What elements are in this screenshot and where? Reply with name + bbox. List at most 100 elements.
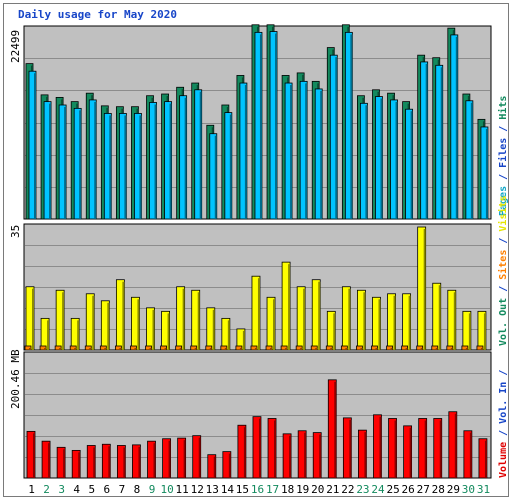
bar-files-day-3 bbox=[58, 104, 67, 220]
x-tick-label-day-8: 8 bbox=[134, 483, 141, 496]
bar-files-day-17 bbox=[269, 31, 278, 220]
bar-volume-day-19-shade bbox=[304, 432, 307, 478]
x-tick-label-day-15: 15 bbox=[236, 483, 249, 496]
bar-files-day-5-shade bbox=[94, 101, 97, 219]
bar-files-day-23 bbox=[360, 102, 368, 220]
bar-files-day-12 bbox=[194, 89, 203, 220]
bar-files-day-20 bbox=[314, 88, 323, 220]
bar-volume-day-2-shade bbox=[48, 443, 51, 478]
x-tick-label-day-17: 17 bbox=[266, 483, 279, 496]
bar-visits-day-15-shade bbox=[242, 330, 245, 350]
bar-sites-day-22 bbox=[340, 345, 348, 351]
bar-sites-day-11-shade bbox=[179, 348, 182, 350]
bar-volume-day-7-shade bbox=[123, 447, 126, 478]
bar-volume-day-8-shade bbox=[138, 446, 141, 478]
bar-volume-day-10 bbox=[162, 438, 171, 479]
bar-sites-day-7 bbox=[114, 345, 122, 351]
bar-volume-day-26 bbox=[403, 425, 413, 479]
bar-sites-day-26-shade bbox=[405, 348, 408, 350]
bar-visits-day-21-shade bbox=[333, 313, 336, 350]
x-tick-label-day-21: 21 bbox=[326, 483, 339, 496]
bar-files-day-21-shade bbox=[335, 57, 338, 219]
bar-sites-day-22-shade bbox=[345, 348, 348, 350]
bar-files-day-4-shade bbox=[79, 110, 82, 219]
bar-visits-day-16-shade bbox=[257, 278, 260, 350]
bar-sites-day-10 bbox=[160, 345, 167, 351]
bar-sites-day-4 bbox=[69, 345, 77, 351]
bar-files-day-24-shade bbox=[380, 98, 383, 219]
bar-visits-day-30-shade bbox=[468, 313, 471, 350]
bar-visits-day-12 bbox=[191, 289, 201, 351]
bar-volume-day-30 bbox=[463, 430, 473, 479]
bar-visits-day-26 bbox=[402, 293, 412, 351]
legend-vol-in: Vol. In bbox=[498, 382, 509, 424]
bar-volume-day-23 bbox=[358, 429, 367, 479]
bar-files-day-4 bbox=[73, 107, 82, 220]
bar-visits-day-20 bbox=[311, 279, 321, 351]
x-tick-label-day-22: 22 bbox=[341, 483, 354, 496]
bar-volume-day-11-shade bbox=[183, 440, 186, 478]
bar-sites-day-9-shade bbox=[149, 348, 152, 350]
bar-sites-day-30-shade bbox=[465, 348, 468, 350]
bar-volume-day-23-shade bbox=[364, 432, 367, 478]
bar-volume-day-18-shade bbox=[289, 435, 292, 478]
bar-files-day-5 bbox=[88, 99, 97, 220]
bar-files-day-24 bbox=[375, 96, 383, 220]
x-tick-label-day-20: 20 bbox=[311, 483, 324, 496]
bar-sites-day-25 bbox=[386, 345, 393, 351]
bar-files-day-19-shade bbox=[305, 83, 308, 220]
bar-visits-day-23-shade bbox=[363, 292, 366, 350]
bar-files-day-29-shade bbox=[455, 36, 458, 220]
bar-files-day-20-shade bbox=[320, 90, 323, 220]
bar-files-day-14-shade bbox=[229, 114, 232, 219]
bar-visits-day-5-shade bbox=[92, 295, 95, 350]
y-max-label-top: 22499 bbox=[9, 30, 22, 63]
bar-files-day-2 bbox=[43, 101, 52, 220]
bar-visits-day-29-shade bbox=[453, 292, 456, 350]
bar-sites-day-12 bbox=[190, 345, 198, 351]
bar-files-day-28 bbox=[435, 64, 444, 220]
x-tick-label-day-19: 19 bbox=[296, 483, 309, 496]
x-tick-label-day-9: 9 bbox=[149, 483, 156, 496]
legend-top: Pages / Files / Hits bbox=[497, 96, 509, 216]
bar-volume-day-20-shade bbox=[319, 434, 322, 478]
bar-visits-day-3 bbox=[55, 289, 65, 351]
bar-files-day-9-shade bbox=[154, 104, 157, 219]
x-tick-label-day-5: 5 bbox=[88, 483, 95, 496]
legend-sep: / bbox=[498, 232, 509, 250]
bar-visits-day-21 bbox=[326, 310, 336, 351]
bar-visits-day-25 bbox=[387, 293, 396, 351]
bar-volume-day-19 bbox=[297, 430, 307, 479]
bar-volume-day-2 bbox=[41, 440, 51, 479]
bar-volume-day-29-shade bbox=[454, 413, 457, 478]
bar-sites-day-15-shade bbox=[239, 348, 242, 350]
bar-files-day-9 bbox=[149, 102, 157, 220]
bar-sites-day-10-shade bbox=[164, 348, 167, 350]
x-tick-label-day-18: 18 bbox=[281, 483, 294, 496]
bar-volume-day-17-shade bbox=[274, 420, 277, 478]
bar-files-day-3-shade bbox=[64, 106, 67, 219]
bar-volume-day-1-shade bbox=[33, 433, 35, 478]
bar-sites-day-1 bbox=[24, 345, 32, 351]
bar-files-day-29 bbox=[450, 34, 459, 220]
bar-sites-day-19 bbox=[295, 345, 303, 351]
legend-volume: Volume bbox=[498, 442, 509, 478]
bar-sites-day-23-shade bbox=[360, 348, 363, 350]
panel-hits-files bbox=[23, 24, 492, 220]
bar-files-day-17-shade bbox=[275, 33, 278, 220]
bar-files-day-27 bbox=[420, 61, 429, 220]
bar-volume-day-24-shade bbox=[379, 416, 382, 478]
bar-visits-day-4-shade bbox=[77, 320, 80, 350]
bar-sites-day-24-shade bbox=[375, 348, 378, 350]
legend-sep: / bbox=[498, 370, 509, 382]
bar-sites-day-13-shade bbox=[209, 348, 212, 350]
bar-visits-day-25-shade bbox=[393, 295, 396, 350]
bar-sites-day-27-shade bbox=[420, 348, 423, 350]
bar-visits-day-17-shade bbox=[273, 299, 276, 350]
bar-visits-day-1-shade bbox=[32, 288, 34, 350]
bar-sites-day-2 bbox=[39, 345, 47, 351]
bar-files-day-18 bbox=[284, 82, 293, 220]
bar-files-day-26-shade bbox=[410, 111, 413, 219]
bar-volume-day-15-shade bbox=[243, 427, 246, 478]
